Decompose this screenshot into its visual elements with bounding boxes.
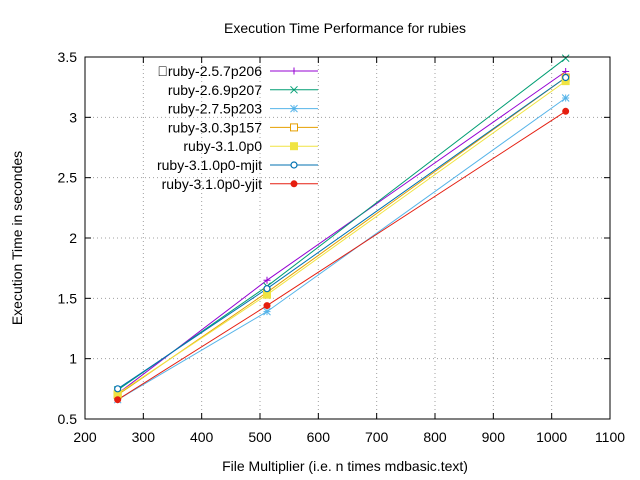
- x-tick-label: 200: [73, 429, 97, 445]
- x-tick-label: 600: [307, 429, 331, 445]
- marker-shape: [263, 302, 271, 310]
- marker-shape: [114, 385, 122, 393]
- marker-stroke: [290, 85, 298, 94]
- y-tick-label: 0.5: [58, 411, 78, 427]
- x-tick-label: 1100: [595, 429, 625, 445]
- legend-marker: [290, 104, 298, 113]
- y-tick-label: 3.5: [58, 49, 78, 65]
- legend-marker: [290, 142, 298, 151]
- marker-shape: [562, 107, 570, 115]
- legend-label: ruby-3.1.0p0: [183, 138, 262, 154]
- legend-label: ruby-3.1.0p0-yjit: [162, 176, 262, 192]
- legend-label: ruby-2.6.9p207: [168, 82, 262, 98]
- legend-marker: [290, 123, 298, 132]
- x-tick-label: 900: [482, 429, 506, 445]
- x-tick-label: 800: [423, 429, 447, 445]
- x-tick-label: 500: [248, 429, 272, 445]
- x-tick-label: 1000: [536, 429, 567, 445]
- marker-shape: [263, 285, 271, 293]
- y-tick-label: 1.5: [58, 290, 78, 306]
- x-axis-label: File Multiplier (i.e. n times mdbasic.te…: [222, 458, 468, 474]
- x-tick-label: 400: [190, 429, 214, 445]
- data-point: [561, 94, 570, 102]
- series-line-7: [117, 110, 566, 401]
- y-tick-label: 2.5: [58, 170, 78, 186]
- y-axis-label: Execution Time in secondes: [9, 151, 25, 325]
- data-point: [562, 73, 570, 82]
- legend-label:  ruby-2.5.7p206: [157, 63, 262, 79]
- legend-marker: [290, 180, 298, 188]
- legend-marker: [290, 85, 298, 94]
- legend-marker: [290, 161, 298, 169]
- marker-stroke: [561, 94, 570, 102]
- marker-shape: [290, 180, 298, 188]
- y-tick-label: 1: [69, 351, 77, 367]
- marker-shape: [290, 142, 298, 151]
- data-point: [263, 285, 271, 293]
- marker-shape: [562, 73, 570, 82]
- x-tick-label: 700: [365, 429, 389, 445]
- marker-stroke: [561, 54, 570, 63]
- data-point: [561, 54, 570, 63]
- data-point: [263, 276, 271, 284]
- y-tick-label: 3: [69, 109, 77, 125]
- y-tick-label: 2: [69, 230, 77, 246]
- data-point: [263, 307, 271, 316]
- data-point: [562, 107, 570, 115]
- legend-label: ruby-3.0.3p157: [168, 119, 262, 135]
- data-point: [263, 302, 271, 310]
- legend-marker: [290, 67, 298, 75]
- plot-frame: [84, 56, 611, 420]
- legend-label: ruby-3.1.0p0-mjit: [157, 157, 262, 173]
- marker-shape: [114, 396, 122, 404]
- marker-stroke: [263, 307, 271, 316]
- marker-stroke: [290, 104, 298, 113]
- data-point: [114, 396, 122, 404]
- y-axis-ticks: 0.5 1 1.5 2 2.5 3 3.5: [58, 49, 610, 427]
- chart-title: Execution Time Performance for rubies: [224, 20, 466, 36]
- marker-shape: [290, 161, 298, 169]
- series-markers: [113, 54, 570, 404]
- x-axis-ticks: 200 300 400 500 600 700 800 900 1000 1100: [73, 57, 625, 445]
- data-point: [114, 385, 122, 393]
- x-tick-label: 300: [132, 429, 156, 445]
- marker-shape: [290, 123, 298, 132]
- legend:  ruby-2.5.7p206 ruby-2.6.9p207 ruby-2.7.5p…: [157, 63, 318, 192]
- grid-lines: [85, 57, 610, 419]
- legend-label: ruby-2.7.5p203: [168, 101, 262, 117]
